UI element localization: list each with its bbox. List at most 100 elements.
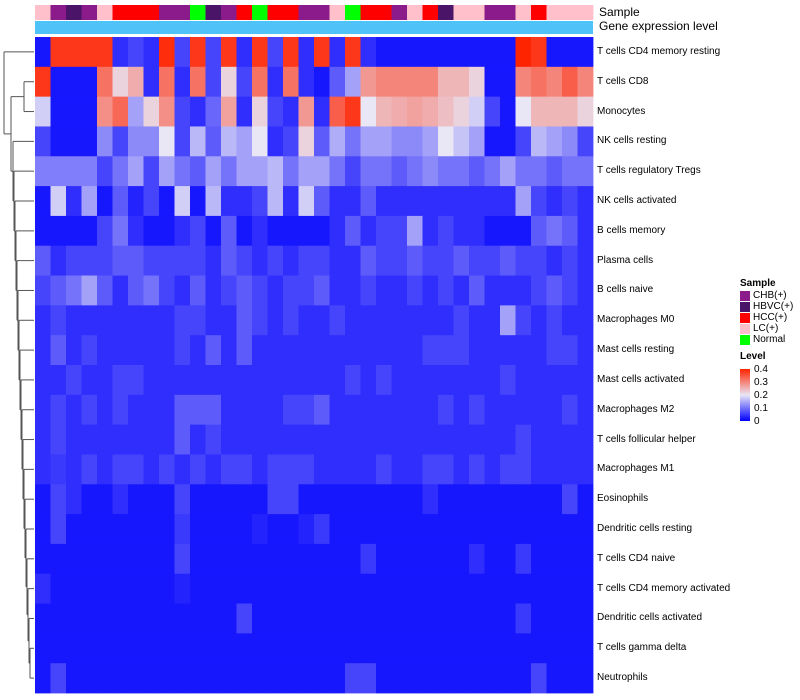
heatmap-cell — [190, 454, 206, 485]
heatmap-cell — [438, 37, 454, 68]
heatmap-cell — [128, 96, 144, 127]
heatmap-cell — [422, 603, 439, 634]
heatmap-cell — [267, 66, 284, 98]
heatmap-cell — [345, 215, 361, 247]
heatmap-cell — [500, 37, 516, 68]
heatmap-cell — [267, 514, 284, 545]
heatmap-cell — [453, 603, 470, 634]
heatmap-cell — [221, 275, 237, 306]
row-label: NK cells resting — [597, 135, 667, 147]
heatmap-cell — [562, 37, 578, 68]
heatmap-cell — [515, 215, 532, 247]
sample-annotation-cell — [298, 5, 315, 20]
heatmap-cell — [112, 37, 129, 68]
heatmap-cell — [531, 394, 547, 426]
heatmap-cell — [190, 633, 206, 664]
heatmap-cell — [500, 186, 516, 217]
heatmap-cell — [66, 186, 82, 217]
heatmap-cell — [97, 96, 113, 127]
heatmap-cell — [128, 603, 144, 634]
heatmap-cell — [236, 484, 253, 515]
heatmap-cell — [314, 245, 330, 276]
sample-annotation-cell — [236, 5, 253, 20]
heatmap-cell — [376, 484, 392, 515]
heatmap-cell — [345, 96, 361, 127]
heatmap-cell — [35, 394, 51, 426]
heatmap-cell — [453, 215, 470, 247]
heatmap-cell — [236, 305, 253, 336]
heatmap-cell — [66, 514, 82, 545]
heatmap-cell — [205, 66, 222, 98]
heatmap-cell — [283, 37, 299, 68]
heatmap-cell — [159, 484, 175, 515]
heatmap-cell — [128, 126, 144, 157]
heatmap-cell — [484, 66, 501, 98]
heatmap-cell — [221, 215, 237, 247]
heatmap-cell — [422, 186, 439, 217]
heatmap-cell — [422, 454, 439, 485]
heatmap-cell — [453, 663, 470, 694]
heatmap-cell — [221, 514, 237, 545]
heatmap-cell — [391, 66, 408, 98]
heatmap-cell — [453, 633, 470, 664]
heatmap-cell — [283, 305, 299, 336]
heatmap-cell — [112, 454, 129, 485]
heatmap-cell — [438, 365, 454, 396]
heatmap-cell — [360, 365, 377, 396]
heatmap-cell — [314, 424, 330, 455]
heatmap-cell — [407, 454, 423, 485]
heatmap-cell — [531, 126, 547, 157]
heatmap-cell — [143, 245, 160, 276]
heatmap-cell — [531, 633, 547, 664]
heatmap-cell — [391, 186, 408, 217]
heatmap-cell — [345, 484, 361, 515]
heatmap-cell — [252, 633, 268, 664]
heatmap-cell — [205, 633, 222, 664]
heatmap-cell — [562, 424, 578, 455]
heatmap-cell — [190, 484, 206, 515]
legend-label-lc: LC(+) — [753, 323, 779, 334]
heatmap-cell — [267, 573, 284, 604]
heatmap-cell — [500, 484, 516, 515]
heatmap-cell — [546, 305, 563, 336]
heatmap-cell — [174, 484, 191, 515]
heatmap-cell — [81, 186, 98, 217]
heatmap-cell — [546, 186, 563, 217]
heatmap-cell — [159, 424, 175, 455]
heatmap-cell — [484, 96, 501, 127]
legend-item-lc: LC(+) — [740, 323, 800, 334]
heatmap-cell — [422, 633, 439, 664]
heatmap-cell — [391, 633, 408, 664]
heatmap-cell — [190, 365, 206, 396]
heatmap-cell — [453, 66, 470, 98]
heatmap-cell — [577, 275, 594, 306]
heatmap-cell — [515, 305, 532, 336]
heatmap-cell — [345, 305, 361, 336]
heatmap-cell — [97, 365, 113, 396]
heatmap-cell — [469, 365, 485, 396]
heatmap-cell — [190, 514, 206, 545]
heatmap-cell — [159, 663, 175, 694]
heatmap-cell — [438, 96, 454, 127]
heatmap-cell — [484, 365, 501, 396]
heatmap-cell — [298, 514, 315, 545]
heatmap-cell — [221, 603, 237, 634]
heatmap-cell — [515, 663, 532, 694]
heatmap-cell — [143, 603, 160, 634]
heatmap-cell — [283, 245, 299, 276]
heatmap-cell — [438, 245, 454, 276]
sample-annotation-cell — [174, 5, 191, 20]
heatmap-cell — [577, 663, 594, 694]
heatmap-cell — [484, 543, 501, 575]
heatmap-cell — [391, 335, 408, 366]
heatmap-cell — [314, 186, 330, 217]
heatmap-cell — [236, 663, 253, 694]
heatmap-cell — [112, 543, 129, 575]
heatmap-cell — [577, 424, 594, 455]
heatmap-cell — [345, 126, 361, 157]
heatmap-cell — [143, 215, 160, 247]
heatmap-cell — [174, 215, 191, 247]
heatmap-cell — [407, 215, 423, 247]
heatmap-cell — [360, 37, 377, 68]
heatmap-cell — [236, 186, 253, 217]
